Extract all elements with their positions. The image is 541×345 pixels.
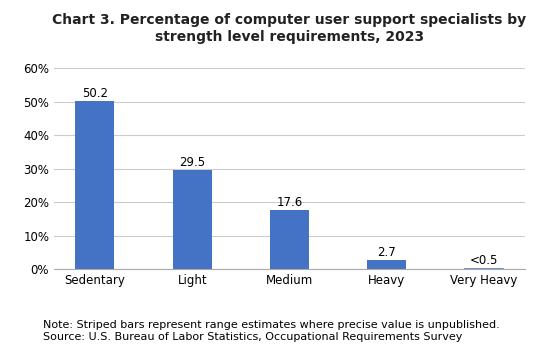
Text: Note: Striped bars represent range estimates where precise value is unpublished.: Note: Striped bars represent range estim… xyxy=(43,320,500,342)
Text: 29.5: 29.5 xyxy=(179,156,205,169)
Text: <0.5: <0.5 xyxy=(470,254,498,267)
Bar xyxy=(173,170,212,269)
Bar xyxy=(270,210,309,269)
Title: Chart 3. Percentage of computer user support specialists by
strength level requi: Chart 3. Percentage of computer user sup… xyxy=(52,13,526,43)
Bar xyxy=(465,268,503,269)
Bar xyxy=(367,260,406,269)
Bar xyxy=(76,101,114,269)
Text: 17.6: 17.6 xyxy=(276,196,302,209)
Text: 2.7: 2.7 xyxy=(377,246,396,259)
Bar xyxy=(465,268,503,269)
Text: 50.2: 50.2 xyxy=(82,87,108,100)
